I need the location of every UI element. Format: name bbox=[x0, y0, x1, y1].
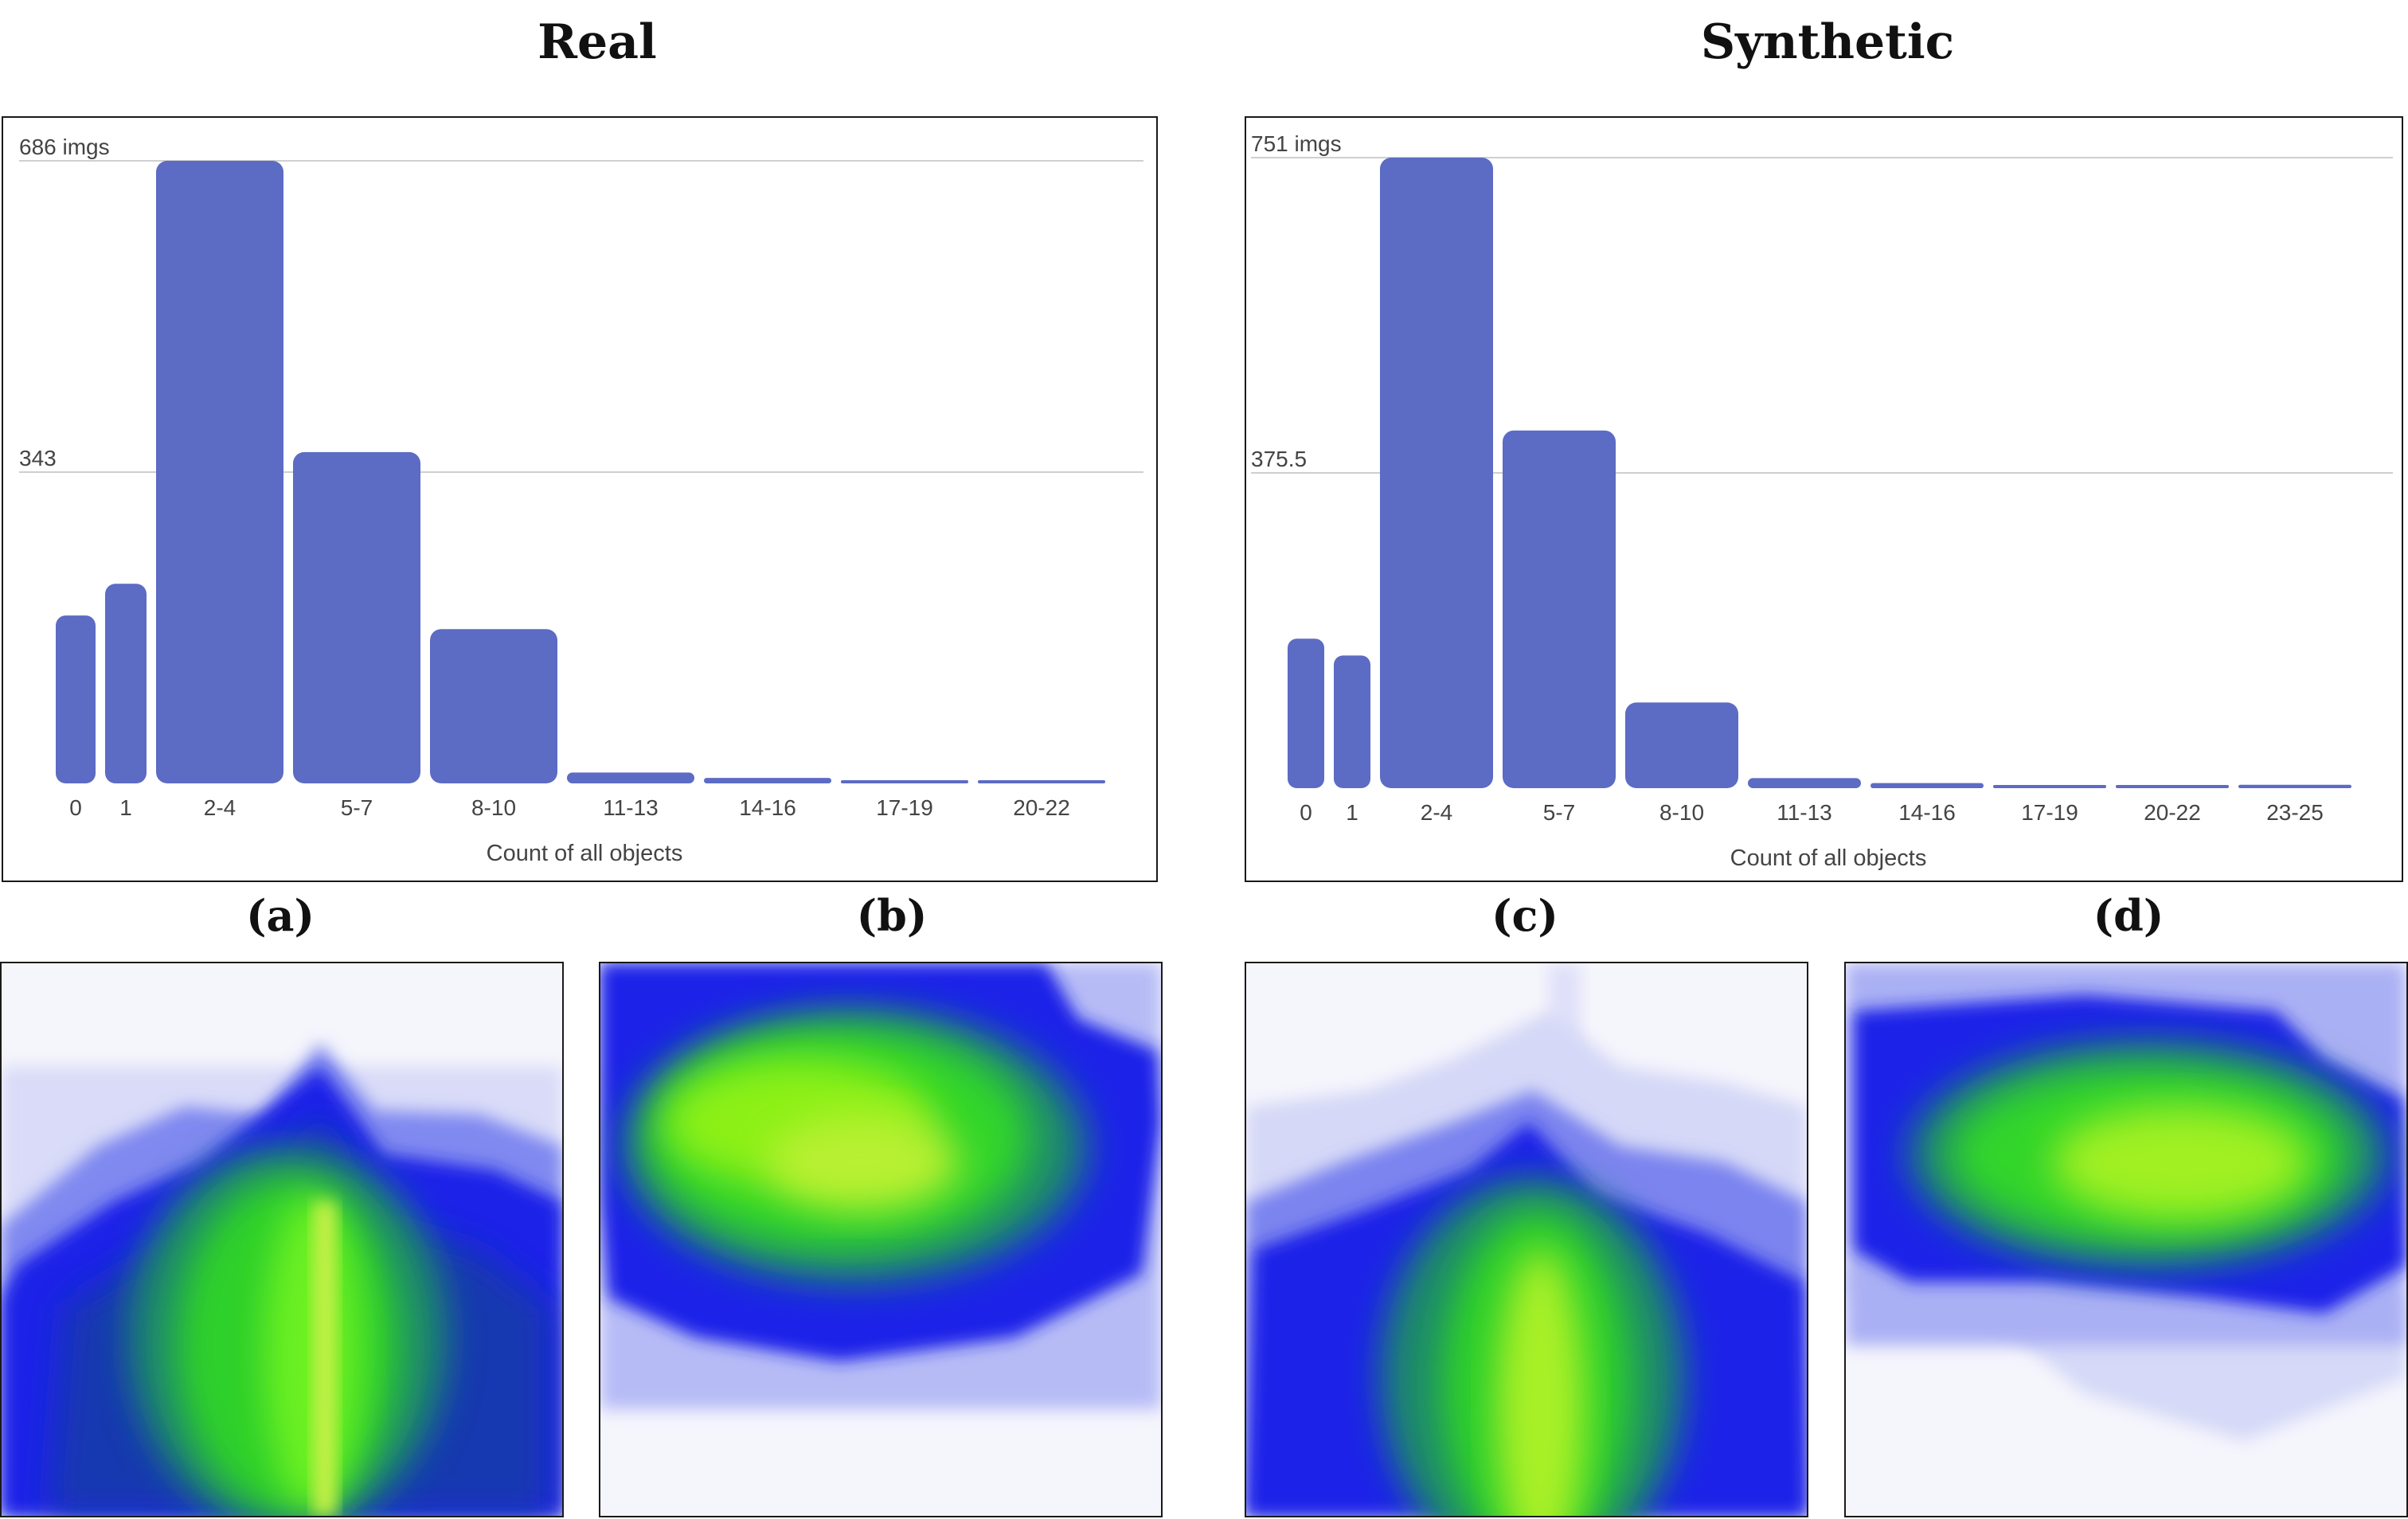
heatmap-d bbox=[1844, 962, 2408, 1517]
bar-5-7 bbox=[1503, 430, 1616, 788]
tick-label-20-22: 20-22 bbox=[2144, 800, 2201, 825]
tick-label-17-19: 17-19 bbox=[876, 795, 933, 820]
bar-5-7 bbox=[293, 451, 420, 783]
bar-0 bbox=[1288, 638, 1324, 788]
tick-label-0: 0 bbox=[1300, 800, 1312, 825]
tick-label-5-7: 5-7 bbox=[341, 795, 373, 820]
bar-14-16 bbox=[704, 778, 831, 783]
heatmap-a bbox=[0, 962, 564, 1517]
chart-real-svg: 686 imgs 343 0 1 2-4 5-7 8-10 11-13 14-16 17-19 20… bbox=[19, 135, 1143, 866]
tick-label-20-22: 20-22 bbox=[1013, 795, 1070, 820]
bar-17-19 bbox=[841, 780, 968, 783]
bar-20-22 bbox=[978, 780, 1105, 783]
title-real: Real bbox=[538, 14, 657, 70]
gridline-label: 343 bbox=[19, 446, 57, 471]
bar-11-13 bbox=[1748, 778, 1861, 788]
chart-synthetic: 751 imgs 375.5 0 1 2-4 5-7 8-10 11-13 14-16 17-19… bbox=[1245, 116, 2403, 882]
bar-20-22 bbox=[2116, 785, 2229, 788]
bar-8-10 bbox=[430, 629, 557, 783]
bar-2-4 bbox=[156, 161, 283, 783]
tick-label-11-13: 11-13 bbox=[1777, 800, 1832, 825]
bar-1 bbox=[105, 584, 147, 783]
bar-2-4 bbox=[1380, 158, 1493, 788]
bar-14-16 bbox=[1870, 783, 1984, 788]
tick-label-8-10: 8-10 bbox=[1659, 800, 1704, 825]
label-b: (b) bbox=[856, 890, 928, 941]
bar-0 bbox=[56, 615, 96, 783]
gridline-label: 375.5 bbox=[1251, 447, 1307, 471]
tick-label-14-16: 14-16 bbox=[739, 795, 796, 820]
title-synthetic: Synthetic bbox=[1700, 14, 1955, 70]
chart-synthetic-svg: 751 imgs 375.5 0 1 2-4 5-7 8-10 11-13 14-16 17-19… bbox=[1251, 131, 2393, 871]
bar-1 bbox=[1334, 655, 1370, 788]
tick-label-2-4: 2-4 bbox=[204, 795, 236, 820]
heatmap-b bbox=[599, 962, 1163, 1517]
bar-17-19 bbox=[1993, 785, 2106, 788]
tick-label-11-13: 11-13 bbox=[603, 795, 659, 820]
tick-label-8-10: 8-10 bbox=[471, 795, 516, 820]
gridline-label: 686 imgs bbox=[19, 135, 110, 159]
label-c: (c) bbox=[1491, 890, 1558, 941]
bar-23-25 bbox=[2238, 784, 2351, 788]
tick-label-5-7: 5-7 bbox=[1543, 800, 1575, 825]
heatmap-c bbox=[1245, 962, 1808, 1517]
chart-real: 686 imgs 343 0 1 2-4 5-7 8-10 11-13 14-16 17-19 20… bbox=[2, 116, 1158, 882]
tick-label-1: 1 bbox=[119, 795, 132, 820]
x-axis-label: Count of all objects bbox=[1730, 845, 1927, 871]
tick-label-1: 1 bbox=[1346, 800, 1358, 825]
tick-label-2-4: 2-4 bbox=[1421, 800, 1452, 825]
tick-label-0: 0 bbox=[69, 795, 82, 820]
label-a: (a) bbox=[245, 890, 315, 941]
tick-label-17-19: 17-19 bbox=[2021, 800, 2078, 825]
x-axis-label: Count of all objects bbox=[487, 841, 683, 866]
tick-label-14-16: 14-16 bbox=[1898, 800, 1956, 825]
bar-8-10 bbox=[1625, 702, 1738, 788]
bar-11-13 bbox=[567, 772, 694, 783]
tick-label-23-25: 23-25 bbox=[2266, 800, 2324, 825]
label-d: (d) bbox=[2093, 890, 2164, 941]
gridline-label: 751 imgs bbox=[1251, 131, 1342, 156]
